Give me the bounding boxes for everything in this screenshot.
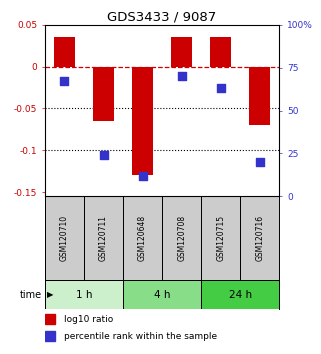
Bar bbox=[162, 196, 201, 280]
Point bbox=[101, 152, 106, 158]
Bar bbox=[45, 196, 84, 280]
Text: log10 ratio: log10 ratio bbox=[64, 315, 113, 324]
Bar bbox=[201, 196, 240, 280]
Point bbox=[140, 173, 145, 178]
Text: 24 h: 24 h bbox=[229, 290, 252, 299]
Text: percentile rank within the sample: percentile rank within the sample bbox=[64, 332, 217, 341]
Text: GSM120711: GSM120711 bbox=[99, 215, 108, 261]
Bar bbox=[249, 67, 271, 125]
Bar bbox=[54, 37, 75, 67]
Point bbox=[62, 79, 67, 84]
Point bbox=[218, 85, 223, 91]
Title: GDS3433 / 9087: GDS3433 / 9087 bbox=[108, 11, 217, 24]
Point bbox=[179, 73, 184, 79]
Text: GSM120648: GSM120648 bbox=[138, 215, 147, 261]
Text: GSM120715: GSM120715 bbox=[216, 215, 225, 261]
Bar bbox=[171, 37, 192, 67]
Bar bbox=[210, 37, 231, 67]
Text: 1 h: 1 h bbox=[76, 290, 92, 299]
Bar bbox=[132, 67, 153, 176]
Point bbox=[257, 159, 262, 165]
Text: time: time bbox=[20, 290, 42, 299]
Bar bbox=[240, 196, 279, 280]
Bar bbox=[84, 196, 123, 280]
Text: GSM120710: GSM120710 bbox=[60, 215, 69, 261]
Text: 4 h: 4 h bbox=[154, 290, 170, 299]
Bar bbox=[201, 280, 279, 309]
Bar bbox=[123, 196, 162, 280]
Text: ▶: ▶ bbox=[47, 290, 53, 299]
Bar bbox=[93, 67, 114, 121]
Bar bbox=[123, 280, 201, 309]
Bar bbox=[45, 280, 123, 309]
Text: GSM120708: GSM120708 bbox=[177, 215, 186, 261]
Text: GSM120716: GSM120716 bbox=[255, 215, 264, 261]
